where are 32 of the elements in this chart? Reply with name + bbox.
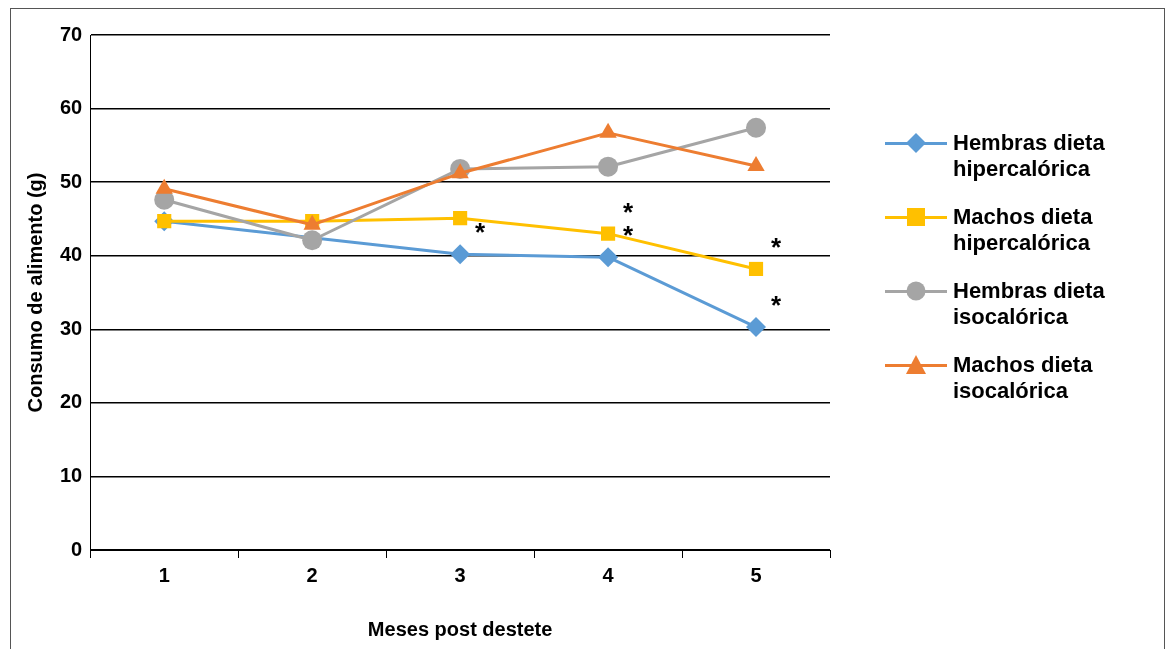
legend-label: Hembras dieta hipercalórica <box>953 130 1106 182</box>
point <box>746 317 767 338</box>
annotation: * <box>770 290 782 321</box>
point <box>746 117 767 138</box>
y-axis-title: Consumo de alimento (g) <box>23 172 46 413</box>
x-tick-label: 5 <box>750 563 762 586</box>
x-axis-title: Meses post destete <box>367 617 553 640</box>
y-tick-label: 60 <box>60 96 83 119</box>
x-tick-label: 2 <box>306 563 318 586</box>
point <box>302 230 323 251</box>
point <box>450 244 471 265</box>
y-tick-label: 0 <box>71 537 83 560</box>
y-tick-label: 30 <box>60 316 83 339</box>
y-tick-label: 50 <box>60 169 83 192</box>
point <box>598 247 619 268</box>
annotation: * <box>475 217 487 248</box>
x-tick-label: 4 <box>602 563 615 586</box>
point <box>598 156 619 177</box>
y-tick-label: 70 <box>60 22 83 45</box>
x-tick-label: 3 <box>454 563 466 586</box>
legend-label: Hembras dieta isocalórica <box>953 278 1106 330</box>
point <box>748 261 764 277</box>
legend-label: Machos dieta isocalórica <box>953 352 1094 404</box>
y-tick-label: 20 <box>60 390 83 413</box>
annotation: * <box>770 232 782 263</box>
point <box>453 211 468 226</box>
y-tick-label: 10 <box>60 463 83 486</box>
point <box>601 226 616 241</box>
point <box>451 163 469 179</box>
x-tick-label: 1 <box>158 563 170 586</box>
legend-label: Machos dieta hipercalórica <box>953 204 1094 256</box>
y-tick-label: 40 <box>60 243 83 266</box>
